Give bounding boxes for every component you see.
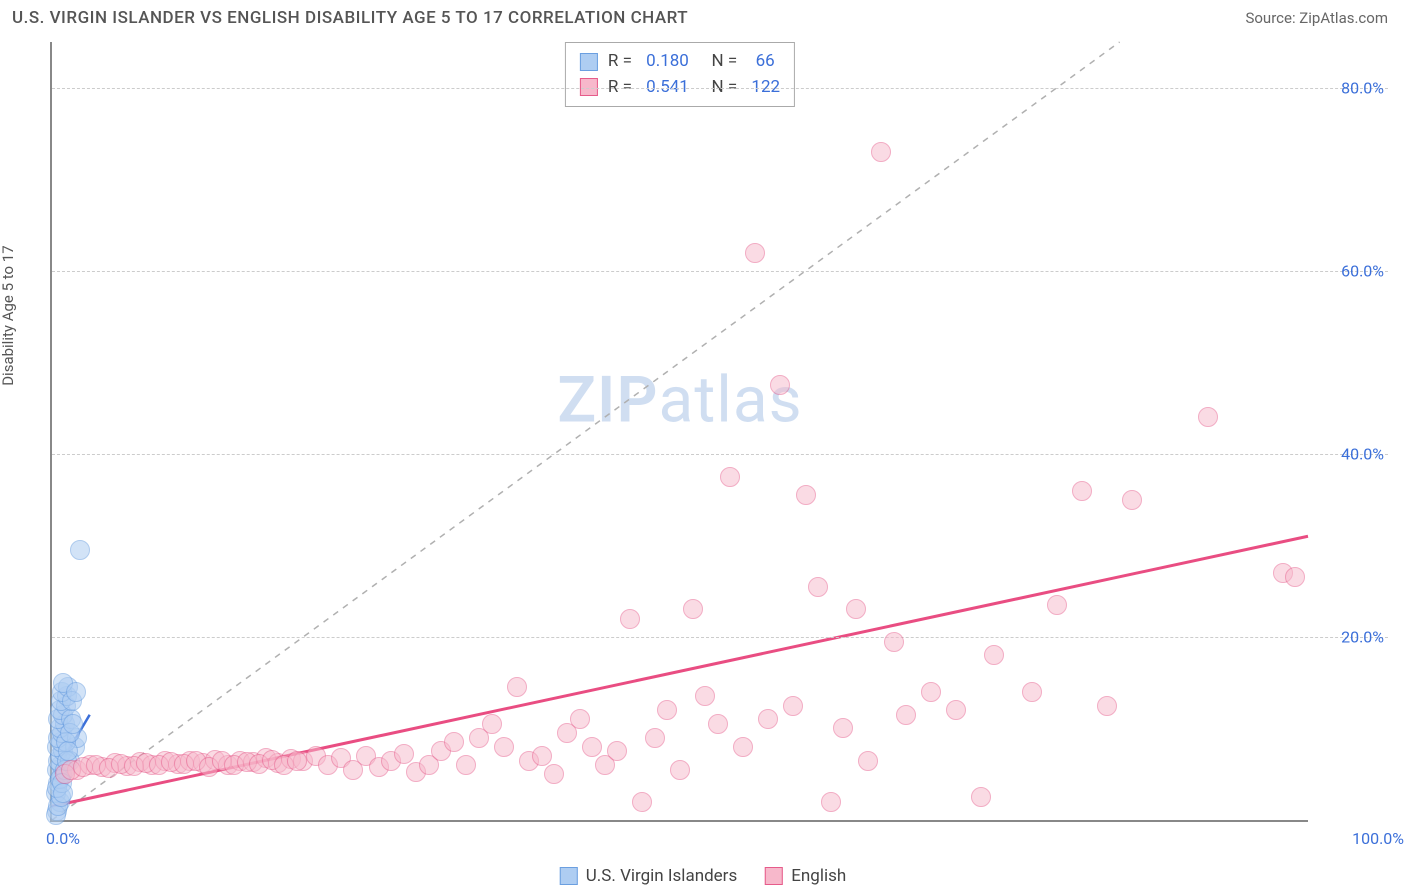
legend-label: U.S. Virgin Islanders xyxy=(586,866,737,886)
data-point xyxy=(645,728,665,748)
data-point xyxy=(53,783,73,803)
data-point xyxy=(582,737,602,757)
data-point xyxy=(632,792,652,812)
data-point xyxy=(670,760,690,780)
data-point xyxy=(1285,567,1305,587)
data-point xyxy=(971,787,991,807)
data-point xyxy=(708,714,728,734)
y-tick-label: 60.0% xyxy=(1341,261,1384,280)
data-point xyxy=(66,682,86,702)
gridline xyxy=(52,271,1388,272)
data-point xyxy=(833,718,853,738)
data-point xyxy=(544,764,564,784)
data-point xyxy=(657,700,677,720)
chart-container: Disability Age 5 to 17 ZIPatlas R = 0.18… xyxy=(12,42,1388,852)
gridline xyxy=(52,88,1388,89)
data-point xyxy=(1047,595,1067,615)
data-point xyxy=(946,700,966,720)
data-point xyxy=(884,632,904,652)
data-point xyxy=(620,609,640,629)
data-point xyxy=(507,677,527,697)
data-point xyxy=(1122,490,1142,510)
watermark: ZIPatlas xyxy=(557,362,802,437)
data-point xyxy=(871,142,891,162)
data-point xyxy=(607,741,627,761)
data-point xyxy=(1097,696,1117,716)
data-point xyxy=(1022,682,1042,702)
legend-swatch xyxy=(560,867,578,885)
gridline xyxy=(52,637,1388,638)
data-point xyxy=(896,705,916,725)
data-point xyxy=(821,792,841,812)
data-point xyxy=(921,682,941,702)
chart-title: U.S. VIRGIN ISLANDER VS ENGLISH DISABILI… xyxy=(12,8,688,28)
x-tick-min: 0.0% xyxy=(46,829,80,848)
data-point xyxy=(683,599,703,619)
stat-row: R = 0.180 N = 66 xyxy=(580,49,780,75)
data-point xyxy=(394,744,414,764)
y-tick-label: 40.0% xyxy=(1341,444,1384,463)
data-point xyxy=(494,737,514,757)
y-tick-label: 80.0% xyxy=(1341,78,1384,97)
y-tick-label: 20.0% xyxy=(1341,627,1384,646)
gridline xyxy=(52,454,1388,455)
stat-swatch xyxy=(580,53,598,71)
stats-box: R = 0.180 N = 66R = 0.541 N = 122 xyxy=(565,42,795,107)
x-tick-max: 100.0% xyxy=(1352,829,1404,848)
chart-lines xyxy=(52,42,1308,820)
data-point xyxy=(70,540,90,560)
data-point xyxy=(770,375,790,395)
data-point xyxy=(58,741,78,761)
legend-item: U.S. Virgin Islanders xyxy=(560,866,737,886)
data-point xyxy=(783,696,803,716)
data-point xyxy=(570,709,590,729)
data-point xyxy=(444,732,464,752)
data-point xyxy=(287,751,307,771)
stat-n-label: N = xyxy=(699,49,742,75)
legend: U.S. Virgin Islanders English xyxy=(560,866,846,886)
legend-item: English xyxy=(765,866,846,886)
data-point xyxy=(984,645,1004,665)
data-point xyxy=(796,485,816,505)
source-label: Source: ZipAtlas.com xyxy=(1245,9,1388,27)
data-point xyxy=(846,599,866,619)
legend-label: English xyxy=(791,866,846,886)
data-point xyxy=(532,746,552,766)
data-point xyxy=(482,714,502,734)
data-point xyxy=(456,755,476,775)
data-point xyxy=(858,751,878,771)
data-point xyxy=(720,467,740,487)
data-point xyxy=(733,737,753,757)
data-point xyxy=(1198,407,1218,427)
y-axis-label: Disability Age 5 to 17 xyxy=(0,245,17,385)
data-point xyxy=(758,709,778,729)
data-point xyxy=(808,577,828,597)
plot-area: ZIPatlas R = 0.180 N = 66R = 0.541 N = 1… xyxy=(50,42,1308,822)
data-point xyxy=(695,686,715,706)
legend-swatch xyxy=(765,867,783,885)
data-point xyxy=(1072,481,1092,501)
stat-r-value: 0.180 xyxy=(646,49,689,75)
data-point xyxy=(63,714,83,734)
data-point xyxy=(745,243,765,263)
stat-n-value: 66 xyxy=(751,49,774,75)
stat-r-label: R = xyxy=(608,49,636,75)
